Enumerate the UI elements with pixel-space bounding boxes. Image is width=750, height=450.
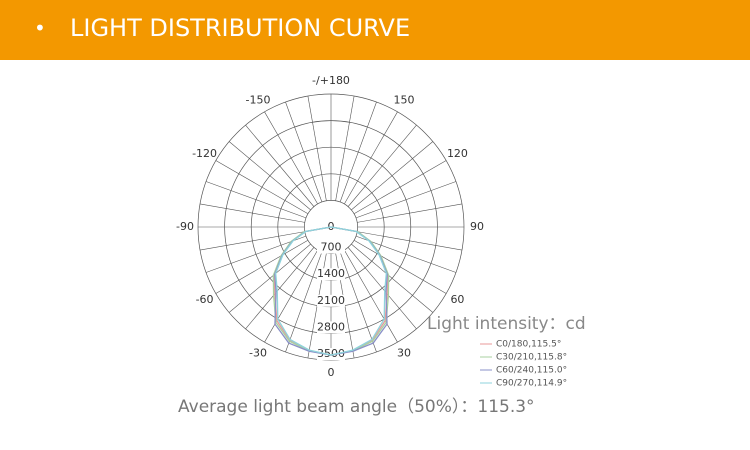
legend-label: C0/180,115.5° <box>496 340 561 350</box>
angle-tick-label: -150 <box>246 94 271 107</box>
legend-label: C30/210,115.8° <box>496 353 567 363</box>
r-tick-label: 3500 <box>317 347 345 360</box>
r-tick-bg <box>317 268 345 281</box>
header-bar: • LIGHT DISTRIBUTION CURVE <box>0 0 750 60</box>
angle-tick-label: 60 <box>450 293 464 306</box>
curve <box>275 226 387 356</box>
r-tick-label: 2800 <box>317 320 345 333</box>
angle-tick-label: -/+180 <box>312 74 350 87</box>
chart: 0 700 1400 2100 2800 3500 -/+180 -150 150 -120 120… <box>176 74 586 417</box>
r-tick-label: 700 <box>321 241 342 254</box>
r-tick-label: 1400 <box>317 267 345 280</box>
beam-angle-note: Average light beam angle（50%）：115.3° <box>178 397 535 417</box>
angle-tick-label: 0 <box>328 366 335 379</box>
r-tick-bg <box>317 321 345 334</box>
r-axis-label: Light intensity：cd <box>427 314 586 334</box>
angle-tick-label: 150 <box>394 94 415 107</box>
r-tick-label: 0 <box>328 220 335 233</box>
angle-tick-label: 30 <box>397 346 411 359</box>
r-tick-bg <box>317 294 345 307</box>
legend-label: C60/240,115.0° <box>496 366 567 376</box>
ring <box>277 173 385 281</box>
angle-tick-label: -120 <box>192 147 217 160</box>
angle-tick-label: -60 <box>196 293 214 306</box>
angle-tick-label: -90 <box>176 220 194 233</box>
angle-tick-label: 120 <box>447 147 468 160</box>
angle-tick-label: 90 <box>470 220 484 233</box>
header-title: LIGHT DISTRIBUTION CURVE <box>70 14 411 42</box>
legend-label: C90/270,114.9° <box>496 379 567 389</box>
r-tick-label: 2100 <box>317 294 345 307</box>
r-tick-bg <box>317 241 345 254</box>
bullet: • <box>34 16 46 40</box>
angle-tick-label: -30 <box>249 346 267 359</box>
r-tick-bg <box>317 348 345 360</box>
